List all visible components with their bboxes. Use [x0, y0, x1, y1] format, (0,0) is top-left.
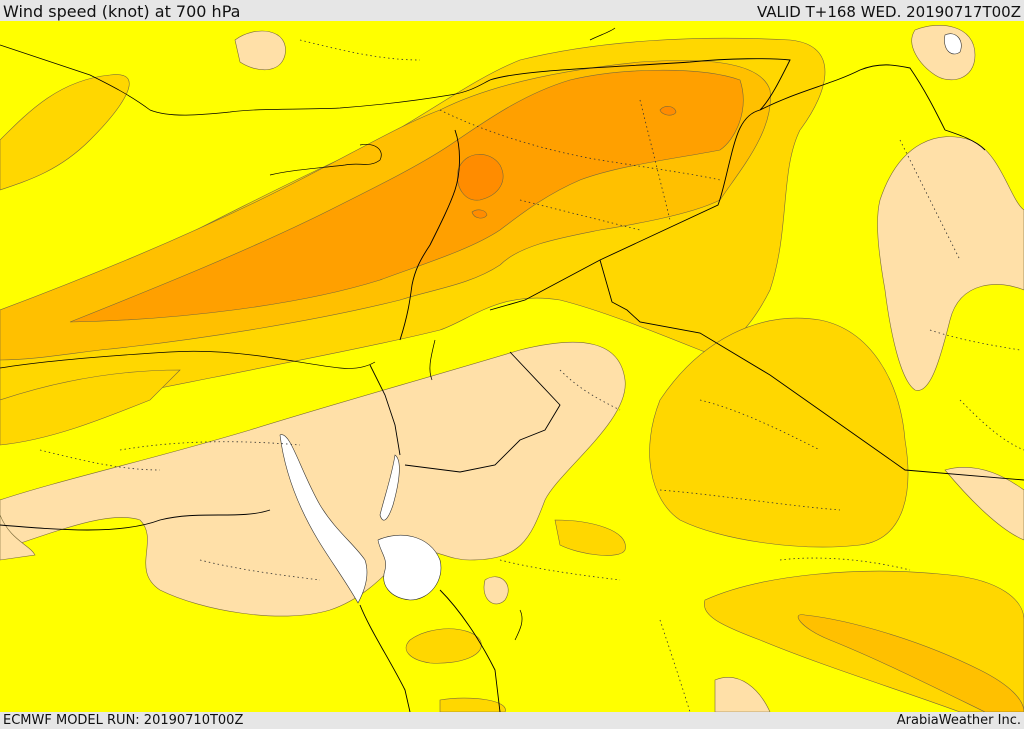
credit-label: ArabiaWeather Inc.	[896, 713, 1021, 728]
map-title: Wind speed (knot) at 700 hPa	[3, 2, 241, 21]
country-borders	[0, 58, 1024, 712]
footer-bar	[0, 712, 1024, 729]
valid-time: VALID T+168 WED. 20190717T00Z	[756, 3, 1021, 21]
sea-mask-regions	[279, 33, 962, 604]
model-run-label: ECMWF MODEL RUN: 20190710T00Z	[3, 713, 244, 728]
strong-wind-regions	[69, 69, 744, 323]
administrative-boundaries	[39, 39, 1024, 712]
very-strong-wind-regions	[457, 106, 677, 219]
wind-speed-map[interactable]	[0, 21, 1024, 712]
coastlines	[0, 27, 616, 641]
calm-wind-regions	[0, 25, 1024, 712]
header-bar	[0, 0, 1024, 21]
